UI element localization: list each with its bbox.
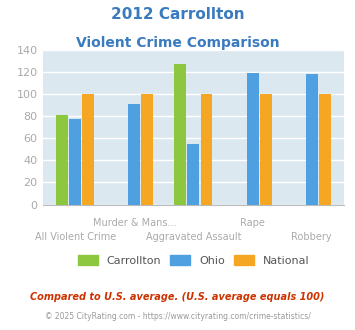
Text: Rape: Rape [240, 218, 265, 228]
Legend: Carrollton, Ohio, National: Carrollton, Ohio, National [73, 251, 313, 270]
Bar [174, 64, 186, 205]
Bar [260, 94, 272, 205]
Bar [306, 74, 318, 205]
Bar [187, 144, 200, 205]
Text: Murder & Mans...: Murder & Mans... [93, 218, 176, 228]
Bar [319, 94, 331, 205]
Bar [201, 94, 213, 205]
Bar [82, 94, 94, 205]
Text: All Violent Crime: All Violent Crime [34, 232, 116, 242]
Text: Aggravated Assault: Aggravated Assault [146, 232, 241, 242]
Bar [247, 73, 259, 205]
Text: Violent Crime Comparison: Violent Crime Comparison [76, 36, 279, 50]
Text: 2012 Carrollton: 2012 Carrollton [111, 7, 244, 21]
Text: © 2025 CityRating.com - https://www.cityrating.com/crime-statistics/: © 2025 CityRating.com - https://www.city… [45, 312, 310, 321]
Text: Robbery: Robbery [291, 232, 332, 242]
Bar [128, 104, 140, 205]
Text: Compared to U.S. average. (U.S. average equals 100): Compared to U.S. average. (U.S. average … [30, 292, 325, 302]
Bar [69, 119, 81, 205]
Bar [56, 115, 68, 205]
Bar [141, 94, 153, 205]
